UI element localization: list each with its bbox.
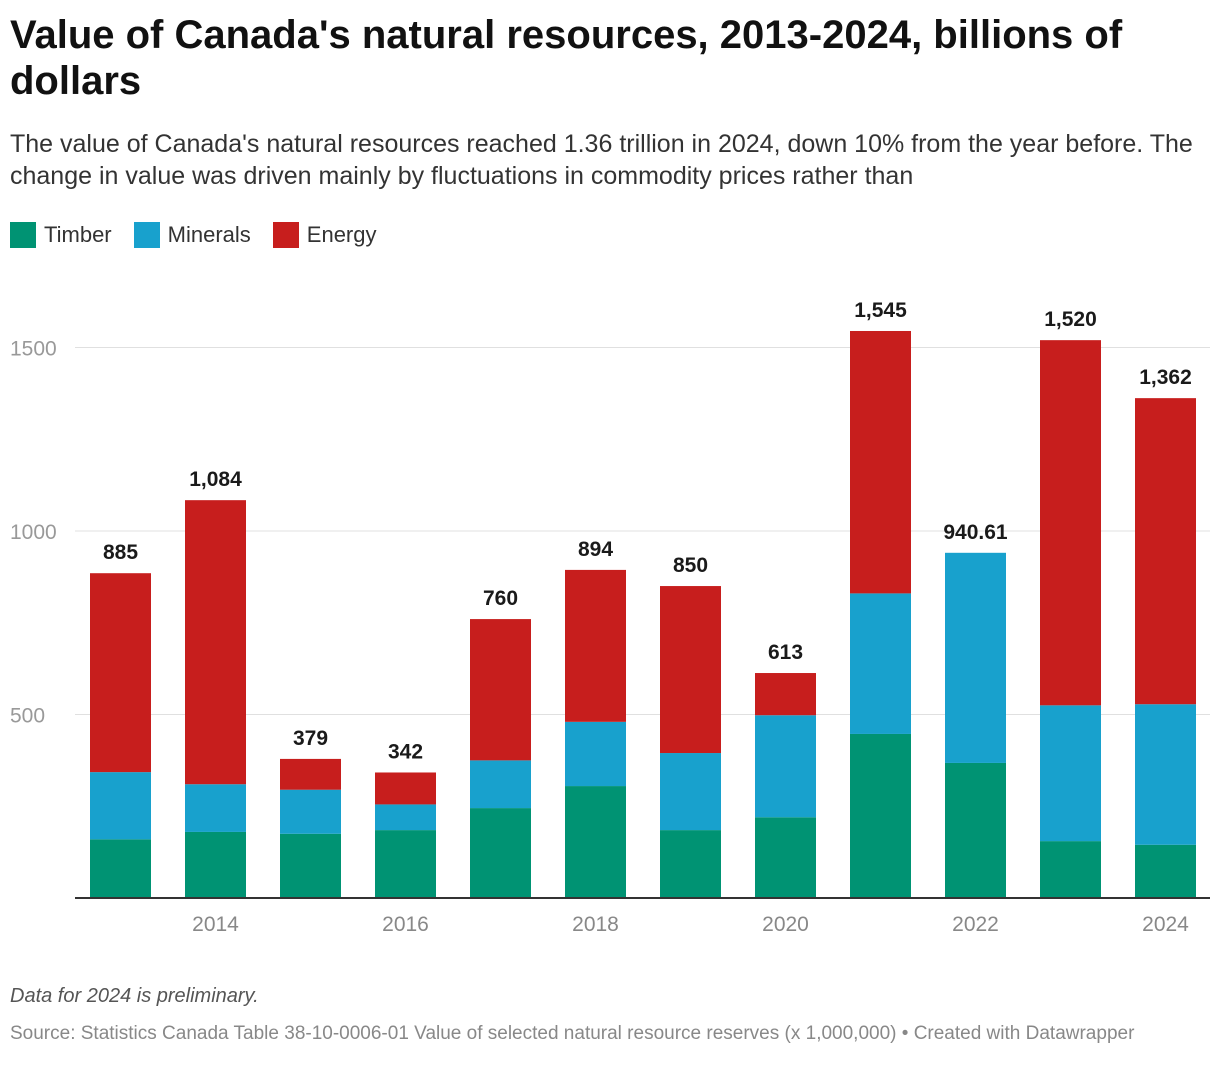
legend-label-minerals: Minerals (167, 222, 251, 247)
bar-minerals-2023 (1040, 705, 1101, 842)
x-tick-label-2018: 2018 (572, 913, 619, 936)
bar-minerals-2024 (1135, 704, 1196, 845)
chart-subtitle: The value of Canada's natural resources … (10, 130, 1193, 190)
legend-label-timber: Timber (44, 222, 112, 247)
bar-timber-2022 (945, 762, 1006, 898)
x-tick-label-2020: 2020 (762, 913, 809, 936)
legend-swatch-timber (10, 222, 36, 248)
bar-energy-2014 (185, 500, 246, 785)
total-label-2023: 1,520 (1044, 308, 1097, 331)
total-label-2024: 1,362 (1139, 366, 1192, 389)
bar-timber-2019 (660, 830, 721, 898)
bar-energy-2013 (90, 573, 151, 773)
bar-energy-2016 (375, 772, 436, 805)
total-label-2020: 613 (768, 641, 803, 664)
legend-swatch-minerals (133, 222, 160, 248)
bar-minerals-2018 (565, 721, 626, 787)
bar-energy-2024 (1135, 398, 1196, 705)
bar-minerals-2021 (850, 593, 911, 734)
bar-minerals-2014 (185, 784, 246, 832)
bar-energy-2017 (470, 619, 531, 761)
chart-source: Source: Statistics Canada Table 38-10-00… (10, 1023, 1135, 1044)
total-label-2013: 885 (103, 541, 138, 564)
bar-timber-2015 (280, 833, 341, 898)
legend-label-energy: Energy (306, 222, 377, 247)
bar-energy-2023 (1040, 340, 1101, 706)
x-tick-label-2022: 2022 (952, 913, 999, 936)
x-tick-label-2016: 2016 (382, 913, 429, 936)
bar-energy-2018 (565, 569, 626, 722)
y-tick-label-500: 500 (10, 705, 45, 728)
total-label-2017: 760 (483, 587, 518, 610)
total-label-2022: 940.61 (943, 521, 1008, 544)
chart-title: Value of Canada's natural resources, 201… (10, 13, 1123, 103)
chart-notes: Data for 2024 is preliminary. (10, 985, 259, 1007)
bar-minerals-2016 (375, 804, 436, 831)
bar-timber-2024 (1135, 844, 1196, 898)
legend-swatch-energy (272, 222, 299, 248)
bar-timber-2013 (90, 839, 151, 898)
total-label-2015: 379 (293, 727, 328, 750)
bar-minerals-2017 (470, 760, 531, 809)
bar-minerals-2022 (945, 552, 1006, 763)
y-tick-label-1500: 1500 (10, 338, 57, 361)
stacked-bar-chart: 500 1000 1500 885 1,084 379 342 760 894 850 613 1,5… (10, 299, 1210, 936)
bar-timber-2017 (470, 808, 531, 898)
total-label-2019: 850 (673, 554, 708, 577)
legend-item-timber: Timber (10, 222, 112, 248)
bar-minerals-2020 (755, 715, 816, 818)
bar-energy-2019 (660, 586, 721, 754)
legend-item-minerals: Minerals (133, 222, 251, 248)
bar-timber-2021 (850, 733, 911, 898)
x-tick-label-2024: 2024 (1142, 913, 1189, 936)
legend: Timber Minerals Energy (10, 222, 377, 248)
bar-timber-2016 (375, 830, 436, 898)
bar-minerals-2013 (90, 772, 151, 840)
bar-timber-2014 (185, 831, 246, 898)
total-label-2021: 1,545 (854, 299, 907, 322)
total-label-2014: 1,084 (189, 468, 242, 491)
bar-timber-2023 (1040, 841, 1101, 898)
bar-minerals-2019 (660, 753, 721, 831)
bar-energy-2021 (850, 330, 911, 594)
total-label-2016: 342 (388, 740, 423, 763)
bar-minerals-2015 (280, 789, 341, 834)
legend-item-energy: Energy (272, 222, 377, 248)
y-tick-label-1000: 1000 (10, 521, 57, 544)
x-tick-label-2014: 2014 (192, 913, 239, 936)
bar-timber-2018 (565, 786, 626, 898)
bar-energy-2015 (280, 758, 341, 790)
bar-energy-2020 (755, 673, 816, 716)
bar-timber-2020 (755, 817, 816, 898)
total-label-2018: 894 (578, 538, 613, 561)
